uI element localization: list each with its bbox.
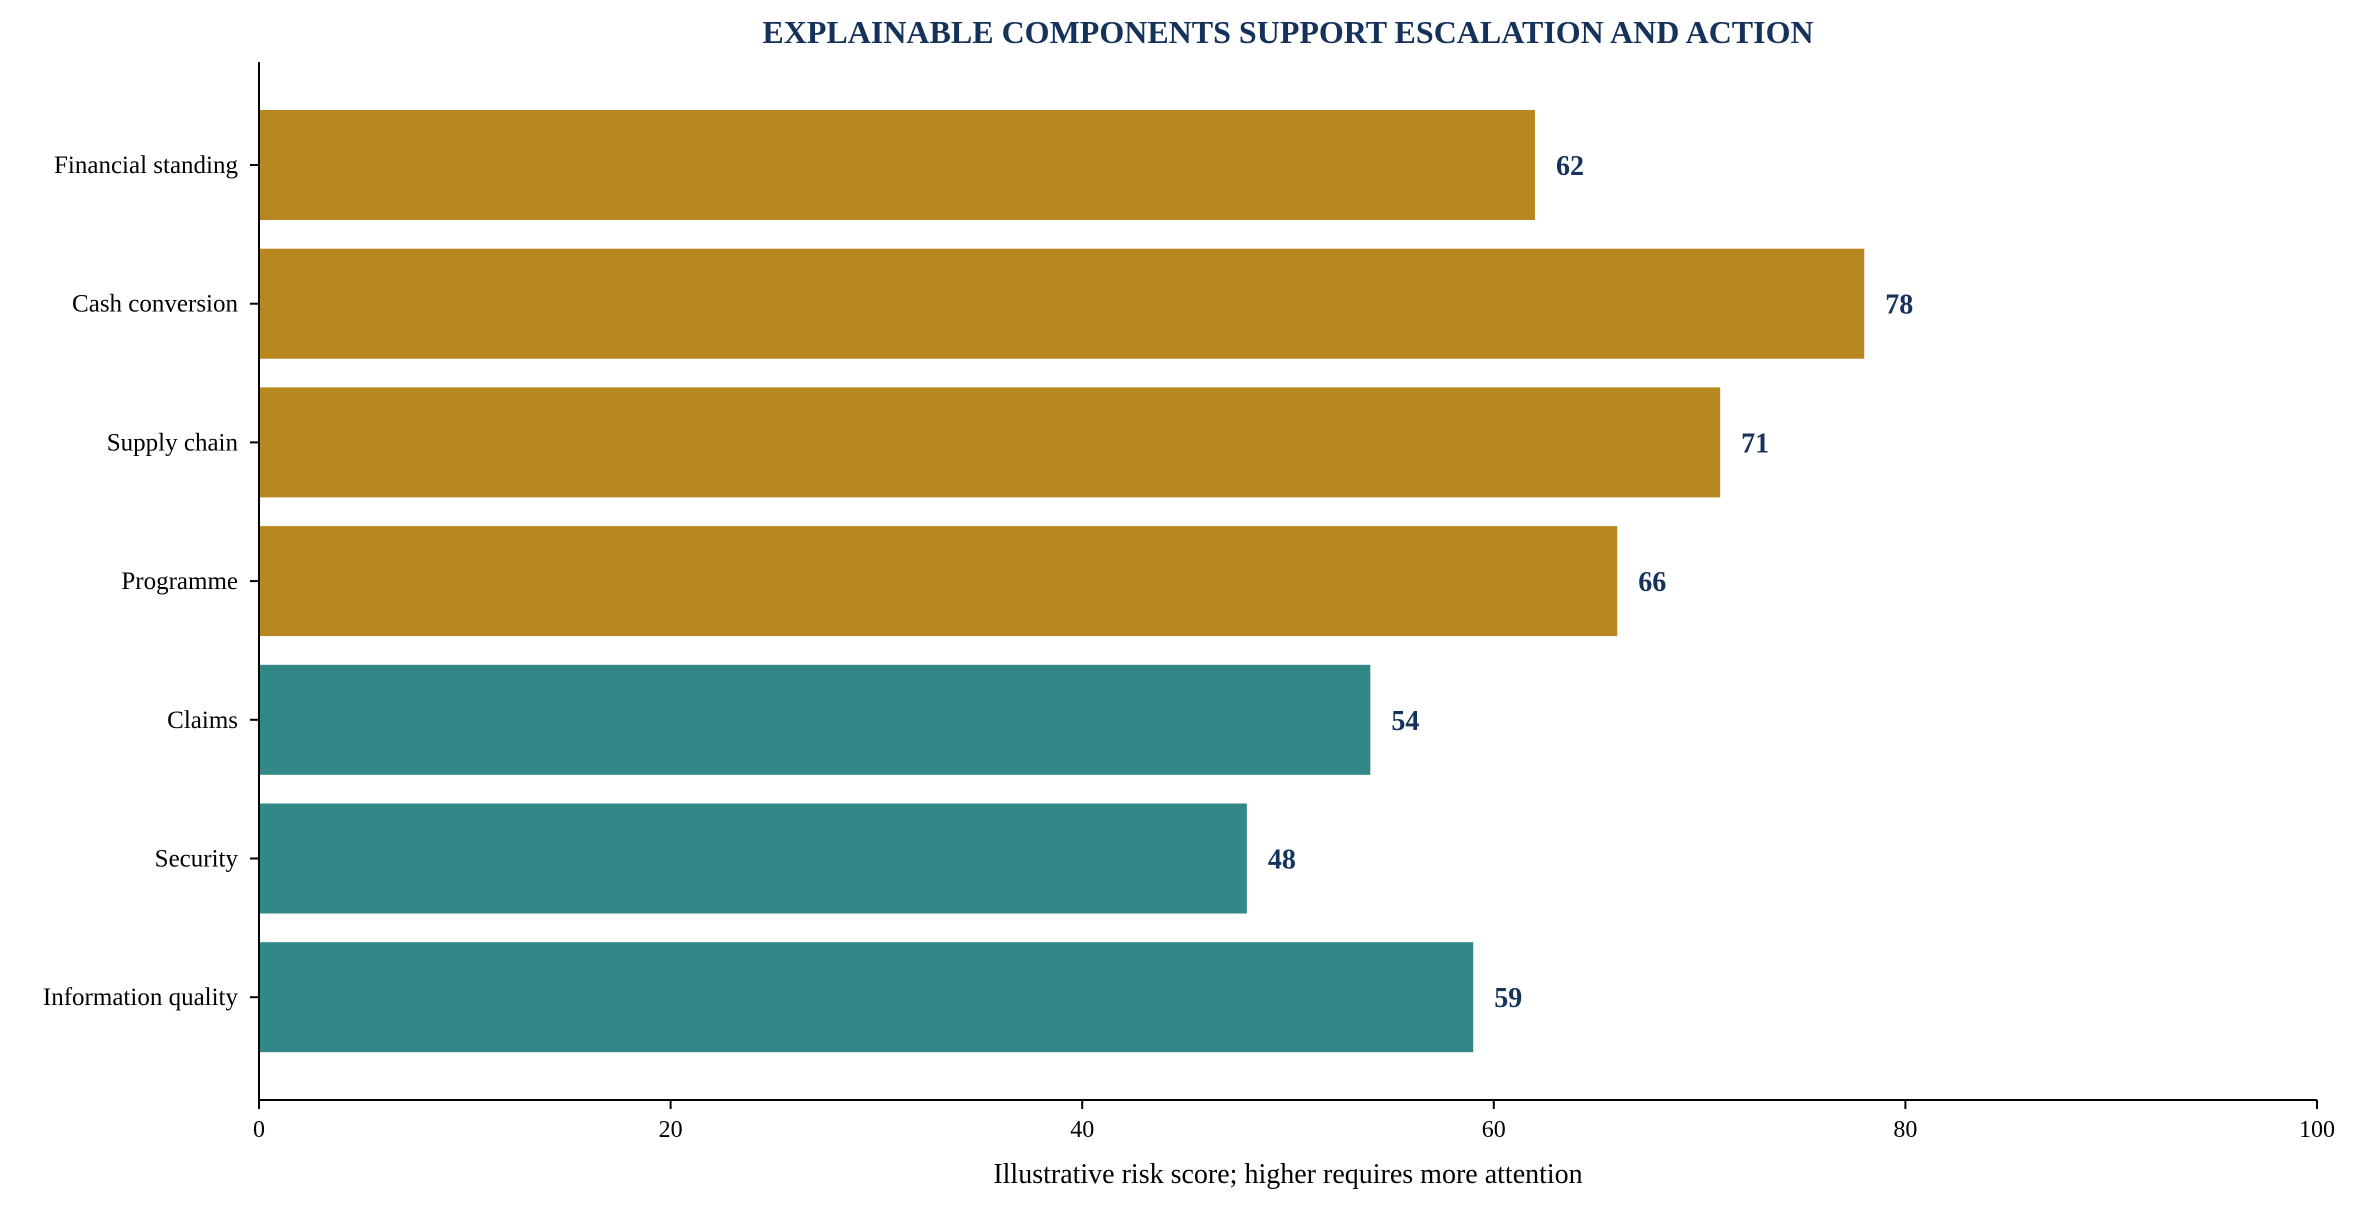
y-tick-label: Cash conversion: [72, 291, 238, 318]
bars-group: [259, 110, 1865, 1053]
bar-claims: [259, 664, 1371, 775]
chart-title: EXPLAINABLE COMPONENTS SUPPORT ESCALATIO…: [762, 14, 1813, 50]
bar-information-quality: [259, 942, 1474, 1053]
x-tick-label: 100: [2299, 1117, 2335, 1143]
x-tick-label: 60: [1482, 1117, 1506, 1143]
data-label: 78: [1885, 290, 1913, 321]
x-tick-label: 80: [1893, 1117, 1917, 1143]
y-tick-label: Financial standing: [54, 152, 238, 179]
data-label: 66: [1638, 567, 1666, 598]
data-labels-group: 62 78 71 66 54 48 59: [1268, 151, 1913, 1014]
x-tick-label: 0: [253, 1117, 265, 1143]
y-axis: Financial standing Cash conversion Supply …: [43, 62, 260, 1100]
x-axis-label: Illustrative risk score; higher requires…: [993, 1159, 1582, 1190]
bar-security: [259, 803, 1247, 914]
data-label: 48: [1268, 845, 1296, 876]
x-axis: 0 20 40 60 80 100: [253, 1099, 2335, 1143]
y-tick-label: Information quality: [43, 984, 239, 1011]
y-tick-label: Programme: [121, 568, 238, 595]
bar-supply-chain: [259, 387, 1721, 498]
data-label: 71: [1741, 428, 1769, 459]
x-tick-label: 20: [659, 1117, 683, 1143]
bar-programme: [259, 526, 1618, 637]
data-label: 54: [1391, 706, 1419, 737]
x-tick-label: 40: [1070, 1117, 1094, 1143]
data-label: 62: [1556, 151, 1584, 182]
y-tick-label: Supply chain: [107, 429, 239, 456]
y-tick-label: Security: [155, 846, 239, 873]
bar-cash-conversion: [259, 248, 1865, 359]
bar-financial-standing: [259, 110, 1535, 220]
data-label: 59: [1494, 983, 1522, 1014]
y-tick-label: Claims: [167, 707, 238, 734]
